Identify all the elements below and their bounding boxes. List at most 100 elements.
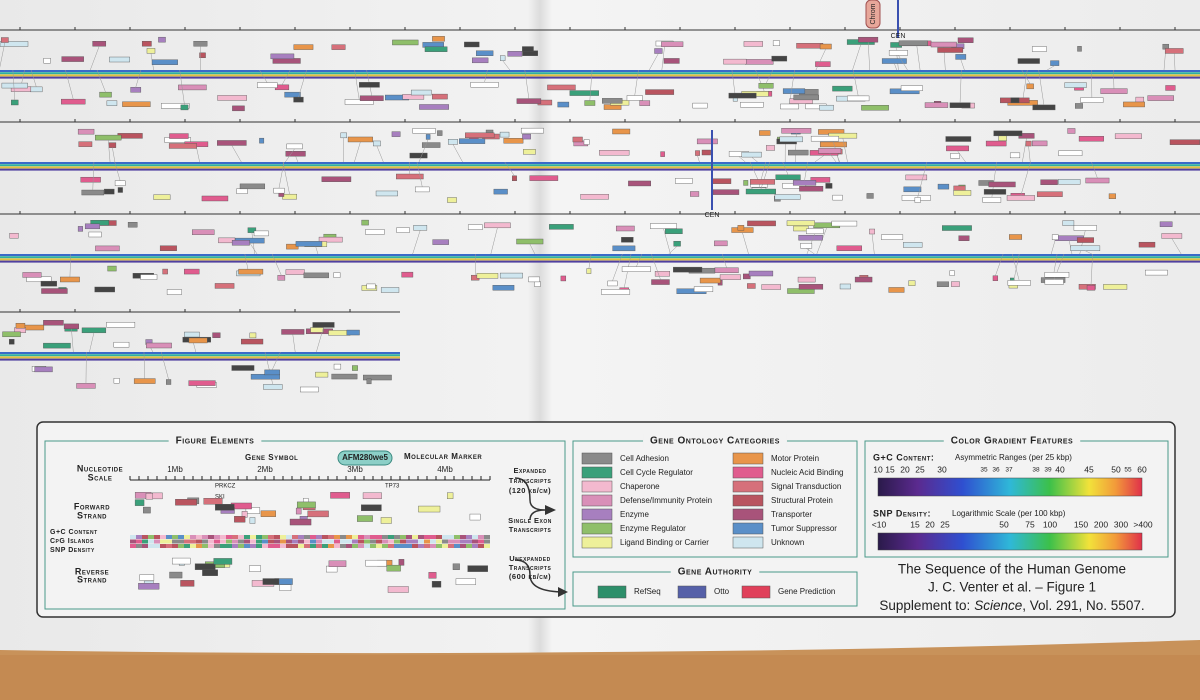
title-bg (670, 565, 760, 579)
gene-box (108, 142, 117, 148)
gene-box (236, 188, 248, 194)
snp-tick-label: 25 (940, 519, 950, 529)
band-cell (412, 535, 418, 539)
sample-gene (467, 565, 488, 572)
gene-box (924, 102, 949, 108)
band-cell (178, 539, 184, 544)
gene-box (432, 93, 448, 100)
band-cell (280, 535, 286, 539)
gradient-label: SNP Density: (873, 508, 931, 518)
gene-box (534, 281, 541, 287)
gene-box (903, 186, 922, 193)
gene-box (949, 270, 955, 276)
gene-connector (69, 253, 72, 277)
band-cell (316, 539, 322, 544)
gene-box (992, 275, 999, 281)
gene-box (1050, 60, 1060, 66)
gene-connector (649, 53, 659, 71)
gene-box (43, 58, 51, 64)
gene-box (270, 53, 295, 60)
authority-label: RefSeq (634, 587, 661, 596)
gene-box (499, 131, 510, 138)
gene-box (1161, 233, 1183, 239)
band-cell (292, 535, 298, 539)
gene-box (1108, 193, 1116, 199)
band-cell (430, 539, 436, 544)
gene-box (523, 149, 536, 155)
band-cell (466, 539, 472, 544)
gene-connector (612, 253, 623, 282)
gene-box (1009, 152, 1021, 159)
gene-box (628, 180, 651, 187)
gene-box (161, 103, 190, 109)
band-cell (184, 539, 190, 544)
gene-box (11, 99, 19, 106)
gene-box (950, 153, 960, 159)
gene-box (832, 194, 843, 201)
band-cell (130, 544, 136, 548)
gene-box (40, 280, 57, 287)
sample-gene (387, 586, 409, 593)
gene-box (130, 87, 142, 93)
gene-box (88, 231, 102, 238)
gene-box (985, 140, 1007, 147)
gene-box (1058, 179, 1081, 185)
sample-gene (262, 578, 280, 585)
band-cell (202, 535, 208, 539)
gc-tick-label: 38 (1032, 467, 1040, 474)
gene-connector (376, 145, 384, 163)
gene-box (714, 267, 739, 274)
band-cell (136, 544, 142, 548)
gene-box (476, 273, 499, 279)
gene-connector (829, 153, 837, 163)
gene-box (1123, 101, 1145, 108)
figure-elements-box (44, 440, 566, 610)
band-cell (424, 544, 430, 548)
band-cell (244, 539, 250, 544)
band-cell (376, 544, 382, 548)
caption-part: , Vol. 291, No. 5507. (1022, 598, 1144, 613)
band-cell (322, 544, 328, 548)
gene-connector (71, 328, 74, 353)
band-cell (154, 539, 160, 544)
ontology-swatch (581, 480, 613, 493)
band-cell (322, 539, 328, 544)
band-cell (328, 544, 334, 548)
gene-box (331, 44, 346, 50)
gene-box (529, 175, 559, 181)
density-band (0, 254, 1200, 256)
band-cell (394, 544, 400, 548)
gene-box (1044, 272, 1070, 278)
gene-box (1145, 269, 1168, 276)
band-cell (364, 535, 370, 539)
sample-gene (326, 565, 338, 573)
gene-box (41, 288, 68, 294)
gene-box (1031, 46, 1047, 52)
sample-gene (380, 517, 392, 524)
gene-box (810, 177, 831, 183)
gene-connector (1113, 69, 1115, 89)
sample-gene (172, 557, 191, 565)
gene-connector (1090, 253, 1093, 286)
gene-box (743, 273, 751, 280)
snp-tick-label: <10 (872, 519, 887, 529)
gene-box (84, 223, 100, 230)
band-cell (196, 544, 202, 548)
band-cell (280, 539, 286, 544)
gene-connector (636, 253, 643, 267)
gene-box (22, 272, 42, 278)
gene-box (281, 329, 305, 335)
snp-tick-label: 75 (1025, 519, 1035, 529)
gene-box (331, 373, 358, 380)
gene-box (692, 102, 708, 109)
gene-box (660, 151, 665, 157)
gene-connector (179, 69, 185, 105)
gene-connector (995, 253, 1004, 276)
gc-tick-label: 30 (937, 464, 947, 474)
gene-box (797, 276, 816, 283)
gene-box (881, 58, 907, 64)
band-cell (208, 539, 214, 544)
gene-box (493, 188, 508, 195)
gene-box (905, 174, 928, 181)
snp-tick-label: >400 (1133, 519, 1152, 529)
